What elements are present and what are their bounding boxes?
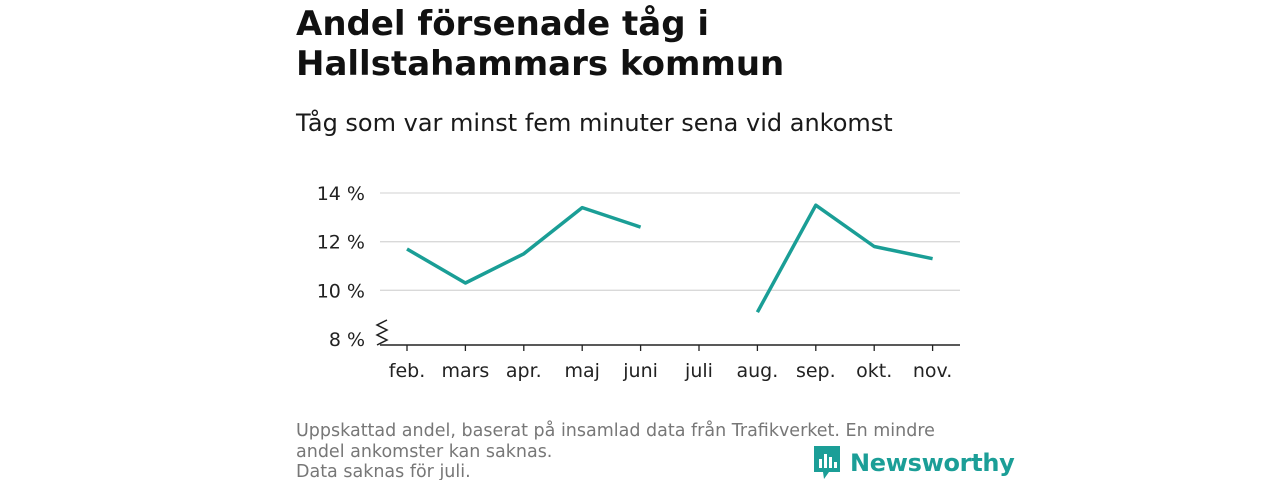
- x-axis: feb. mars apr. maj juni juli aug. sep. okt. nov.: [375, 319, 960, 382]
- series-line: [755, 203, 933, 314]
- y-tick-label: 14 %: [317, 183, 365, 205]
- series: [406, 203, 933, 314]
- x-tick-label: feb.: [389, 360, 425, 382]
- y-tick-label: 10 %: [317, 280, 365, 302]
- footnote: Uppskattad andel, baserat på insamlad da…: [296, 421, 986, 480]
- footnote-missing-data: Data saknas för juli.: [296, 462, 471, 480]
- x-tick-label: juli: [684, 360, 713, 382]
- chart-title: Andel försenade tåg i Hallstahammars kom…: [296, 4, 785, 84]
- y-tick-label: 8 %: [329, 329, 365, 351]
- chart-subtitle: Tåg som var minst fem minuter sena vid a…: [296, 109, 893, 137]
- gridlines: [380, 192, 960, 291]
- x-tick-label: nov.: [913, 360, 952, 382]
- x-tick-label: apr.: [506, 360, 542, 382]
- footnote-source: Uppskattad andel, baserat på insamlad da…: [296, 421, 935, 462]
- newsworthy-logo: Newsworthy: [814, 446, 1015, 480]
- axis-break-mark: [375, 319, 389, 346]
- x-tick-label: maj: [564, 360, 599, 382]
- brand-name: Newsworthy: [850, 449, 1015, 477]
- y-tick-label: 12 %: [317, 232, 365, 254]
- newsworthy-logo-icon: [814, 446, 840, 479]
- x-tick-label: aug.: [737, 360, 779, 382]
- x-tick-label: mars: [441, 360, 489, 382]
- x-tick-label: okt.: [856, 360, 892, 382]
- series-line: [406, 205, 642, 285]
- y-axis: 8 % 10 % 12 % 14 %: [317, 183, 365, 351]
- x-tick-label: sep.: [796, 360, 836, 382]
- x-tick-label: juni: [622, 360, 658, 382]
